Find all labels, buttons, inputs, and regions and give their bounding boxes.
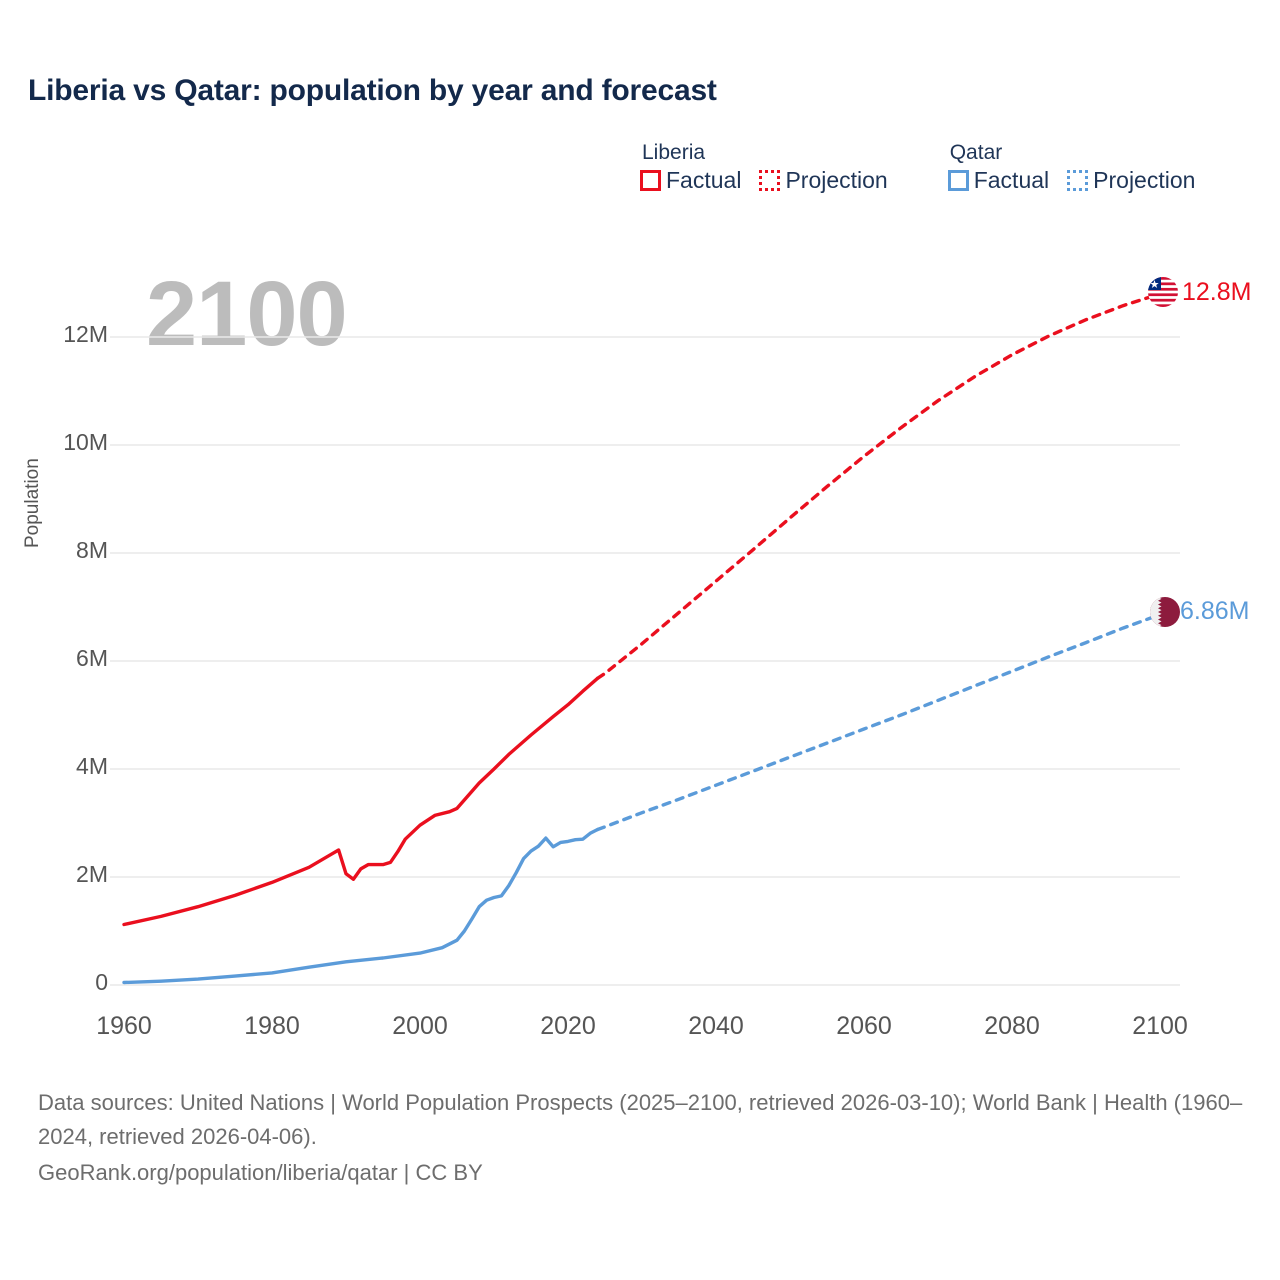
legend-item-qatar-projection[interactable]: Projection	[1067, 169, 1195, 192]
footer-line-2: GeoRank.org/population/liberia/qatar | C…	[38, 1160, 483, 1186]
legend-swatch-solid-icon	[947, 170, 969, 191]
series-lines	[122, 292, 1162, 985]
legend-swatch-dotted-icon	[759, 170, 781, 191]
chart-canvas	[110, 292, 1180, 986]
x-tick-label: 2020	[540, 1012, 596, 1040]
chart-legend: Liberia Factual Projection Qatar Factual…	[640, 142, 1195, 192]
x-tick-label: 1960	[96, 1012, 152, 1040]
liberia-flag-icon	[1148, 277, 1178, 307]
footer-line-1: Data sources: United Nations | World Pop…	[38, 1090, 1243, 1150]
page-title: Liberia vs Qatar: population by year and…	[28, 74, 717, 107]
y-tick-label: 8M	[76, 537, 108, 563]
chart-plot-area: 2100 Population 0 2M 4M 6M 8M 10M 12M 1960 1980…	[22, 263, 1252, 1040]
legend-item-liberia-factual[interactable]: Factual	[640, 169, 741, 192]
y-tick-label: 2M	[76, 861, 108, 887]
y-tick-label: 0	[95, 969, 108, 995]
y-axis-title: Population	[22, 458, 43, 548]
gridlines	[110, 336, 1180, 986]
y-tick-label: 12M	[63, 321, 108, 347]
x-tick-label: 1980	[244, 1012, 300, 1040]
legend-group-title-liberia: Liberia	[642, 141, 706, 164]
legend-group-title-qatar: Qatar	[949, 141, 1003, 164]
qatar-flag-icon	[1150, 597, 1180, 627]
x-tick-label: 2040	[688, 1012, 744, 1040]
legend-label-qatar-projection: Projection	[1093, 167, 1196, 193]
y-tick-label: 10M	[63, 429, 108, 455]
legend-swatch-dotted-icon	[1067, 170, 1089, 191]
series-line-projection-qatar	[595, 612, 1162, 832]
legend-entries-qatar: Factual Projection	[947, 167, 1195, 193]
series-line-factual-liberia	[122, 676, 600, 927]
legend-group-qatar: Qatar Factual Projection	[947, 141, 1195, 193]
footer-sources: Data sources: United Nations | World Pop…	[38, 1086, 1248, 1190]
endpoint-value-qatar: 6.86M	[1180, 597, 1250, 625]
legend-swatch-solid-icon	[640, 170, 661, 191]
endpoint-value-liberia: 12.8M	[1182, 278, 1252, 306]
legend-entries-liberia: Factual Projection	[640, 169, 888, 192]
legend-item-qatar-factual[interactable]: Factual	[947, 167, 1050, 193]
legend-label-liberia-projection: Projection	[785, 167, 888, 193]
legend-label-qatar-factual: Factual	[973, 167, 1050, 193]
series-line-factual-qatar	[122, 827, 600, 985]
y-tick-label: 4M	[76, 753, 108, 779]
x-tick-label: 2000	[392, 1012, 448, 1040]
legend-item-liberia-projection[interactable]: Projection	[759, 167, 888, 193]
y-tick-label: 6M	[76, 645, 108, 671]
legend-label-liberia-factual: Factual	[666, 167, 742, 193]
year-watermark: 2100	[146, 263, 348, 365]
x-tick-label: 2100	[1132, 1012, 1188, 1040]
x-tick-label: 2060	[836, 1012, 892, 1040]
x-tick-label: 2080	[984, 1012, 1040, 1040]
legend-group-liberia: Liberia Factual Projection	[640, 142, 888, 192]
series-line-projection-liberia	[595, 292, 1162, 680]
